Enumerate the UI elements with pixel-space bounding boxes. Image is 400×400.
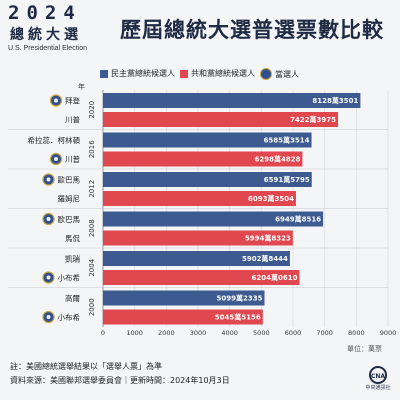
candidate-label: 歐巴馬 xyxy=(58,214,81,224)
bar-rep xyxy=(103,151,303,167)
bar-rep xyxy=(103,112,339,127)
x-tick-label: 5000 xyxy=(253,329,270,337)
x-tick-label: 2000 xyxy=(158,329,175,337)
footnotes: 註：美國總統選舉結果以「選舉人票」為準 資料來源：美國聯邦選舉委員會｜更新時間：… xyxy=(10,360,230,388)
year-label: 2000 xyxy=(88,298,96,316)
bar-rep xyxy=(103,270,300,285)
candidate-label: 希拉蕊．柯林頓 xyxy=(28,135,81,145)
x-tick-label: 1000 xyxy=(126,329,143,337)
seal-center-mark xyxy=(46,177,51,182)
bar-dem xyxy=(103,93,361,108)
logo-year: 2024 xyxy=(8,2,82,24)
bar-value-label: 5994萬8323 xyxy=(245,234,291,243)
agency-logo: CNA 中央通訊社 xyxy=(365,366,391,392)
candidate-label: 川普 xyxy=(65,115,80,125)
year-label: 2012 xyxy=(88,180,96,198)
bar-value-label: 8128萬3501 xyxy=(312,96,358,105)
candidate-label: 小布希 xyxy=(58,273,81,283)
bar-value-label: 5902萬8444 xyxy=(242,254,288,263)
agency-logo-name: 中央通訊社 xyxy=(365,385,391,391)
legend-item-dem: 民主黨總統候選人 xyxy=(100,68,175,79)
bar-rep xyxy=(103,230,293,246)
bar-dem xyxy=(103,251,290,266)
footnote-source: 資料來源：美國聯邦選舉委員會｜更新時間：2024年10月3日 xyxy=(10,376,230,385)
bar-dem xyxy=(103,132,312,148)
legend-label-rep: 共和黨總統候選人 xyxy=(191,69,255,78)
bar-value-label: 6585萬3514 xyxy=(264,136,310,145)
x-tick-label: 0 xyxy=(101,329,105,337)
bar-dem xyxy=(103,290,265,306)
bar-value-label: 6204萬0610 xyxy=(251,273,297,282)
chart-title: 歷屆總統大選普選票數比較 xyxy=(120,18,384,42)
agency-logo-mark: CNA xyxy=(369,366,387,384)
bar-rep xyxy=(103,191,296,206)
header: 2024 總統大選 U.S. Presidential Election 歷屆總… xyxy=(0,0,400,60)
logo-title: 總統大選 xyxy=(10,27,82,43)
bar-value-label: 5099萬2335 xyxy=(217,294,263,303)
candidate-label: 歐巴馬 xyxy=(58,175,81,185)
candidate-label: 川普 xyxy=(65,154,80,164)
seal-center-mark xyxy=(54,98,58,103)
bar-value-label: 6949萬8516 xyxy=(275,215,321,224)
seal-center-mark xyxy=(46,275,51,280)
x-tick-label: 8000 xyxy=(348,329,365,337)
candidate-label: 羅姆尼 xyxy=(58,194,81,204)
bar-value-label: 5045萬5156 xyxy=(215,313,261,322)
logo-subtitle: U.S. Presidential Election xyxy=(8,45,87,52)
bar-value-label: 6591萬5795 xyxy=(264,175,310,184)
candidate-label: 拜登 xyxy=(65,96,80,106)
bar-value-label: 6298萬4828 xyxy=(254,155,300,164)
presidential-seal-icon xyxy=(260,68,272,80)
year-label: 2016 xyxy=(88,140,96,158)
legend-item-rep: 共和黨總統候選人 xyxy=(180,68,255,79)
x-tick-label: 6000 xyxy=(285,329,302,337)
x-tick-label: 3000 xyxy=(190,329,207,337)
x-tick-label: 9000 xyxy=(380,329,397,337)
legend-item-winner: 當選人 xyxy=(260,68,299,80)
legend-swatch-rep xyxy=(180,69,188,78)
candidate-label: 馬侃 xyxy=(65,233,80,243)
bar-rep xyxy=(103,309,263,325)
seal-center-mark xyxy=(46,217,51,221)
bar-dem xyxy=(103,172,312,187)
unit-label: 單位：萬票 xyxy=(347,345,382,353)
x-tick-label: 7000 xyxy=(316,329,333,337)
legend: 民主黨總統候選人 共和黨總統候選人 當選人 xyxy=(100,68,400,82)
year-axis-label: 年 xyxy=(78,83,85,91)
bar-dem xyxy=(103,211,324,227)
candidate-label: 小布希 xyxy=(58,312,81,322)
bar-value-label: 7422萬3975 xyxy=(290,115,336,124)
footnote-note: 註：美國總統選舉結果以「選舉人票」為準 xyxy=(10,362,162,371)
year-label: 2020 xyxy=(88,101,96,119)
seal-center-mark xyxy=(46,315,51,319)
year-label: 2008 xyxy=(88,219,96,237)
x-tick-label: 4000 xyxy=(221,329,238,337)
candidate-label: 凱瑞 xyxy=(65,254,80,264)
seal-center-mark xyxy=(54,157,58,161)
bar-value-label: 6093萬3504 xyxy=(248,194,294,203)
candidate-label: 高爾 xyxy=(65,293,80,303)
legend-swatch-dem xyxy=(100,69,108,78)
year-label: 2004 xyxy=(88,258,96,276)
legend-label-winner: 當選人 xyxy=(275,69,299,79)
legend-label-dem: 民主黨總統候選人 xyxy=(111,69,175,78)
